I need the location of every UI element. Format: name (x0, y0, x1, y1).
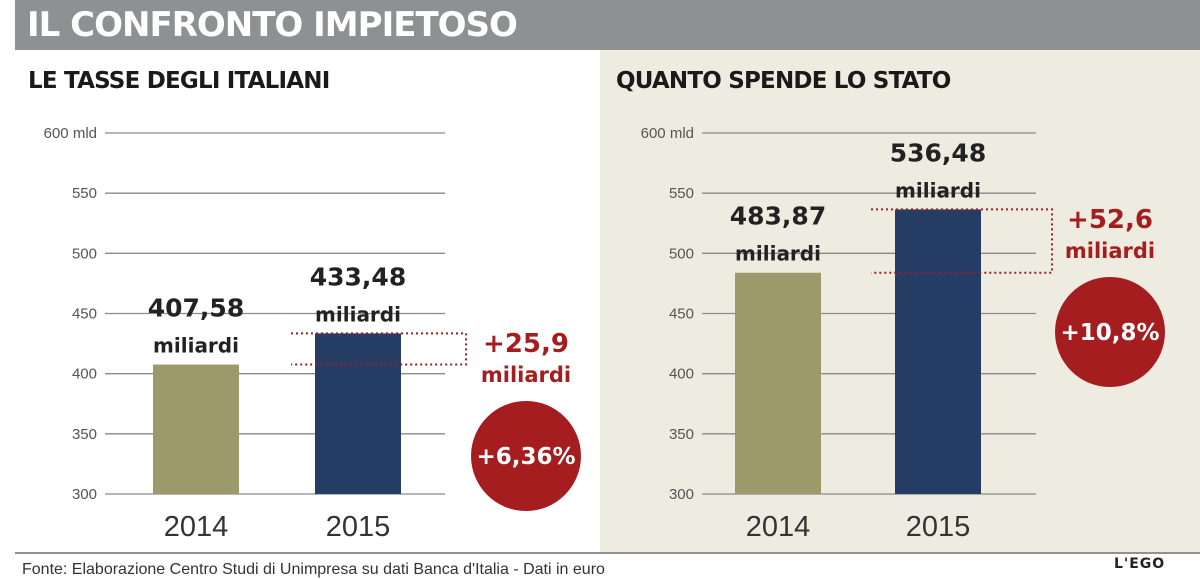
data-label-value: 433,48 (310, 262, 406, 291)
difference-bracket (291, 332, 467, 366)
delta-value: +52,6 (1067, 205, 1153, 235)
y-tick-label: 600 mld (641, 125, 694, 142)
delta-value: +25,9 (483, 329, 569, 359)
header-bar: IL CONFRONTO IMPIETOSO (15, 0, 1200, 50)
left-chart-title: LE TASSE DEGLI ITALIANI (28, 68, 330, 94)
bar-2015 (895, 209, 981, 494)
page-title: IL CONFRONTO IMPIETOSO (27, 5, 518, 45)
y-tick-label: 500 (669, 245, 694, 262)
y-tick-label: 400 (72, 366, 97, 383)
y-tick-label: 300 (72, 486, 97, 503)
delta-unit: miliardi (481, 363, 571, 387)
chart-tasse: 300 350 400 450 500 550 600 mld 2014 407,58 milia… (44, 125, 581, 543)
y-tick-label: 450 (72, 306, 97, 323)
x-tick-label: 2014 (164, 511, 229, 543)
x-tick-label: 2015 (326, 511, 391, 543)
percent-badge-circle (471, 401, 581, 511)
data-label-unit: miliardi (315, 302, 401, 326)
chart-spesa: 300 350 400 450 500 550 600 mld 2014 483,87 milia… (641, 125, 1165, 543)
bar-2015 (315, 333, 401, 494)
bar-2014 (153, 364, 239, 494)
delta-unit: miliardi (1065, 239, 1155, 263)
data-label-value: 483,87 (730, 202, 826, 231)
y-tick-label: 300 (669, 486, 694, 503)
difference-bracket (871, 208, 1053, 274)
publisher-logo: L'EGO (1114, 556, 1166, 572)
y-tick-label: 400 (669, 366, 694, 383)
data-label-unit: miliardi (735, 242, 821, 266)
percent-badge-label: +10,8% (1060, 320, 1159, 346)
data-label-unit: miliardi (153, 334, 239, 358)
y-tick-label: 600 mld (44, 125, 97, 142)
y-tick-label: 550 (72, 185, 97, 202)
y-tick-label: 350 (669, 426, 694, 443)
percent-badge-label: +6,36% (476, 444, 575, 470)
source-footer: Fonte: Elaborazione Centro Studi di Unim… (22, 561, 605, 578)
bar-2014 (735, 272, 821, 494)
percent-badge-circle (1055, 277, 1165, 387)
x-tick-label: 2015 (906, 511, 971, 543)
data-label-value: 536,48 (890, 138, 986, 167)
data-label-value: 407,58 (148, 294, 244, 323)
right-chart-title: QUANTO SPENDE LO STATO (616, 68, 951, 94)
y-tick-label: 450 (669, 306, 694, 323)
bottom-rule (15, 552, 1200, 554)
data-label-unit: miliardi (895, 178, 981, 202)
y-tick-label: 500 (72, 245, 97, 262)
y-tick-label: 550 (669, 185, 694, 202)
y-tick-label: 350 (72, 426, 97, 443)
x-tick-label: 2014 (746, 511, 811, 543)
